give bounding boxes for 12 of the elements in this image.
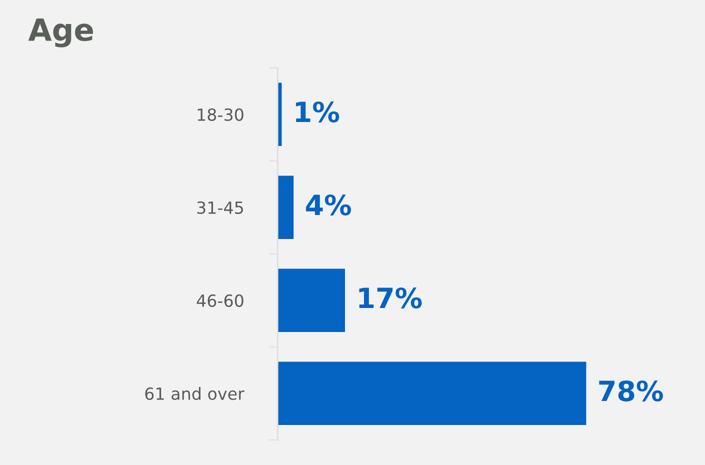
y-tick-label: 46-60 — [196, 294, 244, 307]
y-tick-label: 18-30 — [198, 108, 244, 121]
data-label: 1% — [296, 101, 340, 122]
y-tick-label: 31-45 — [197, 201, 243, 214]
data-label: 17% — [359, 287, 422, 308]
data-label: 4% — [306, 194, 351, 216]
bar — [278, 268, 345, 332]
data-label: 78% — [599, 380, 663, 402]
bar — [278, 362, 586, 426]
chart-title: Age — [28, 18, 93, 48]
bar — [278, 176, 294, 240]
y-tick-label: 61 and over — [145, 387, 244, 400]
